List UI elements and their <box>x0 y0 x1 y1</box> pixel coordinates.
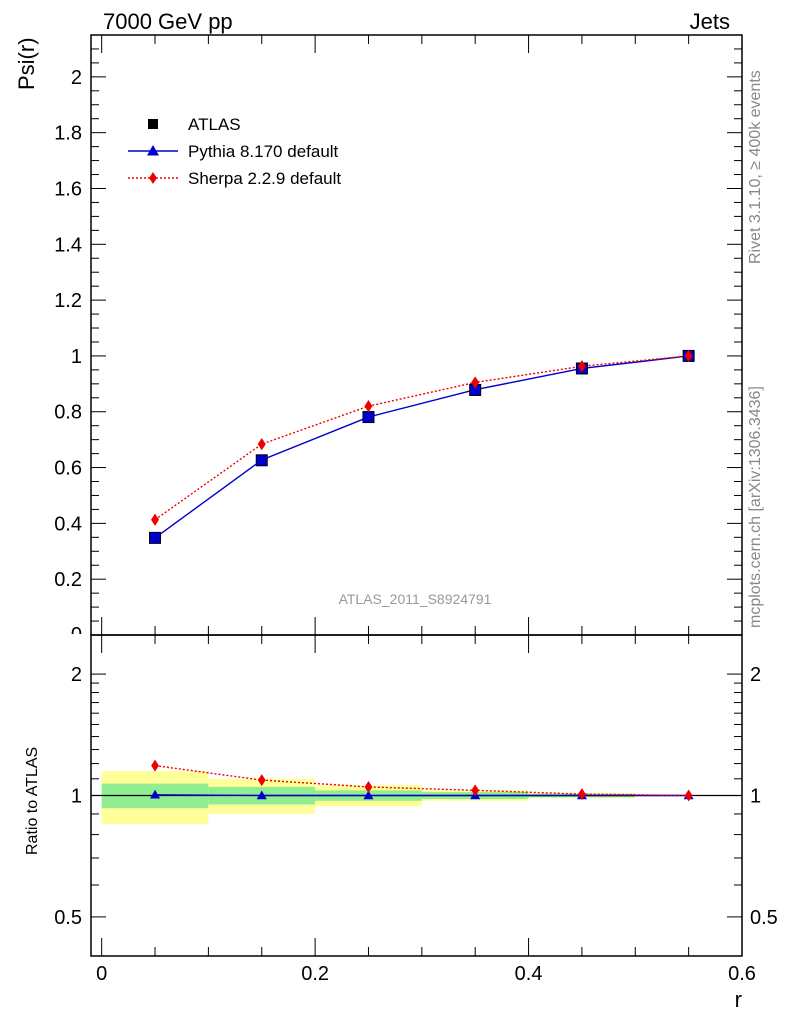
ratio-y-axis-label: Ratio to ATLAS <box>24 747 41 855</box>
main-y-tick-label: 0.6 <box>54 458 82 480</box>
ratio-series-line-1 <box>154 764 689 797</box>
ratio-y-tick-label-left: 2 <box>71 664 82 686</box>
main-series-line-2 <box>154 355 689 521</box>
main-point-diamond <box>471 376 480 389</box>
ratio-y-tick-label-right: 2 <box>750 664 761 686</box>
ratio-point-triangle <box>256 790 267 800</box>
main-point-triangle <box>256 455 267 464</box>
main-y-tick-label: 1.6 <box>54 178 82 200</box>
main-y-tick-label: 1.8 <box>54 123 82 145</box>
x-axis-label: r <box>735 987 742 1012</box>
main-point-diamond <box>578 360 586 373</box>
analysis-watermark: ATLAS_2011_S8924791 <box>339 591 492 607</box>
x-tick-label: 0 <box>96 963 107 985</box>
ratio-y-tick-label-right: 1 <box>750 786 761 808</box>
main-y-tick-label: 0.2 <box>54 569 82 591</box>
source-label: mcplots.cern.ch [arXiv:1306.3436] <box>747 386 764 628</box>
legend-marker-triangle <box>147 145 159 156</box>
main-point-diamond <box>364 400 373 413</box>
ratio-point-triangle <box>363 790 374 800</box>
legend-label-0: ATLAS <box>188 115 241 134</box>
legend: ATLAS Pythia 8.170 default Sherpa 2.2.9 de… <box>128 115 341 188</box>
main-point-diamond <box>684 349 693 362</box>
legend-label-1: Pythia 8.170 default <box>188 142 339 161</box>
process-label: Jets <box>690 9 730 34</box>
ratio-y-tick-label-right: 0.5 <box>750 907 778 929</box>
ratio-point-diamond <box>578 788 586 801</box>
legend-label-2: Sherpa 2.2.9 default <box>188 169 341 188</box>
x-tick-label: 0.4 <box>515 963 543 985</box>
ratio-point-diamond <box>471 784 480 797</box>
ratio-y-tick-label-left: 0.5 <box>54 907 82 929</box>
main-point-triangle <box>363 412 374 421</box>
main-y-tick-label-zero: 0 <box>71 624 82 646</box>
ratio-panel-series <box>150 759 694 802</box>
rivet-label: Rivet 3.1.10, ≥ 400k events <box>747 70 764 264</box>
main-point-triangle <box>470 384 481 394</box>
legend-marker-square <box>148 119 158 129</box>
main-series-line-1 <box>154 355 689 539</box>
x-tick-label: 0.2 <box>301 963 329 985</box>
ratio-series-line-0 <box>155 794 689 797</box>
ratio-point-diamond <box>684 789 693 802</box>
main-point-diamond <box>257 438 266 451</box>
energy-label: 7000 GeV pp <box>103 9 233 34</box>
ratio-point-diamond <box>257 774 266 787</box>
main-point-triangle <box>150 532 161 542</box>
main-y-tick-label: 0.4 <box>54 513 82 535</box>
main-y-axis-label: Psi(r) <box>14 37 39 90</box>
ratio-y-tick-label-left: 1 <box>71 786 82 808</box>
main-y-tick-label: 1.2 <box>54 290 82 312</box>
axis-ticks: 0.2 0.4 0.6 0.8 1 1.2 1.4 1.6 1.8 2 0 0 0.2 0.4 0.6 0.5… <box>54 34 778 985</box>
main-panel-series <box>149 349 695 544</box>
main-y-tick-label: 2 <box>71 67 82 89</box>
ratio-point-triangle <box>150 789 161 799</box>
ratio-point-diamond <box>364 780 373 793</box>
legend-marker-diamond <box>149 172 157 184</box>
main-y-tick-label: 0.8 <box>54 402 82 424</box>
ratio-point-diamond <box>151 759 159 772</box>
x-tick-label: 0.6 <box>728 963 756 985</box>
main-point-diamond <box>151 513 159 526</box>
main-y-tick-label: 1.4 <box>54 234 82 256</box>
main-y-tick-label: 1 <box>71 346 82 368</box>
